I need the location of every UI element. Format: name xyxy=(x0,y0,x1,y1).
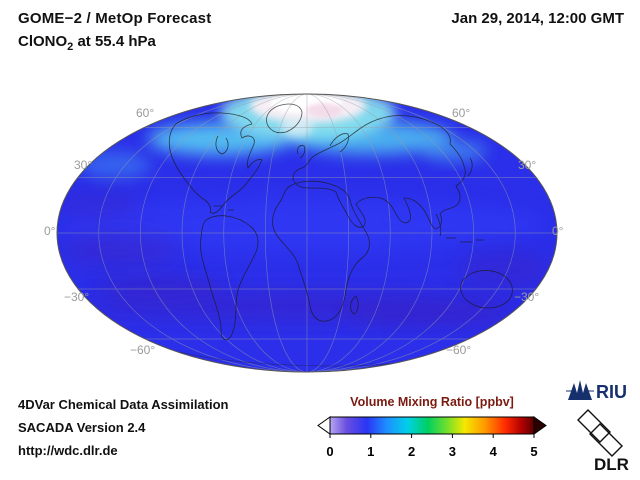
riu-spike-icon xyxy=(568,380,592,400)
colorbar-tick-0: 0 xyxy=(326,444,334,459)
lat-label-left-m60: −60° xyxy=(130,343,156,357)
dlr-logo: DLR xyxy=(560,404,636,479)
species-suffix: at 55.4 hPa xyxy=(73,33,156,50)
riu-logo: RIU xyxy=(566,378,634,409)
field-cyan-patch xyxy=(423,141,487,161)
polar-cap-pink xyxy=(306,103,342,117)
riu-wordmark: RIU xyxy=(596,382,627,402)
colorbar-tick-3: 3 xyxy=(448,444,457,459)
lat-label-left-0: 0° xyxy=(44,224,56,238)
lat-label-left-30: 30° xyxy=(74,158,93,172)
lat-label-right-m60: −60° xyxy=(446,343,472,357)
field-dark-patch xyxy=(345,304,515,328)
credit-version: SACADA Version 2.4 xyxy=(18,420,146,435)
field-equator-band xyxy=(57,199,545,251)
colorbar-tick-1: 1 xyxy=(367,444,375,459)
species-level-title: ClONO2 at 55.4 hPa xyxy=(18,33,156,53)
field-dark-patch xyxy=(98,275,222,301)
colorbar-tick-5: 5 xyxy=(530,444,538,459)
colorbar-arrow-left xyxy=(317,416,331,435)
lat-label-right-m30: −30° xyxy=(514,290,540,304)
colorbar-gradient xyxy=(317,416,547,438)
credit-url: http://wdc.dlr.de xyxy=(18,443,118,458)
globe-outline xyxy=(56,93,558,373)
colorbar-tick-4: 4 xyxy=(489,444,497,459)
colorbar-title: Volume Mixing Ratio [ppbv] xyxy=(350,395,514,409)
colorbar-bar xyxy=(329,416,535,435)
page-title: GOME−2 / MetOp Forecast xyxy=(18,10,212,27)
colorbar-tick-marks xyxy=(329,434,535,438)
field-dark-patch xyxy=(459,250,551,290)
lat-label-left-60: 60° xyxy=(136,106,155,120)
field-dark-patch xyxy=(58,191,142,219)
lat-label-left-m30: −30° xyxy=(64,290,90,304)
dlr-wordmark: DLR xyxy=(594,455,629,474)
species-prefix: ClONO xyxy=(18,33,68,50)
dlr-emblem-icon xyxy=(577,409,623,457)
colorbar: Volume Mixing Ratio [ppbv] xyxy=(314,395,550,467)
lat-label-right-0: 0° xyxy=(552,224,564,238)
colorbar-arrow-right xyxy=(533,416,547,435)
graticule xyxy=(57,94,557,372)
colorbar-tick-2: 2 xyxy=(407,444,416,459)
credit-assimilation: 4DVar Chemical Data Assimilation xyxy=(18,397,229,412)
lat-label-right-30: 30° xyxy=(518,158,537,172)
lat-label-right-60: 60° xyxy=(452,106,471,120)
species-subscript: 2 xyxy=(67,41,74,53)
field-dark-patch xyxy=(62,232,178,268)
forecast-datetime: Jan 29, 2014, 12:00 GMT xyxy=(451,10,624,27)
polar-cap-tongue xyxy=(281,117,313,137)
